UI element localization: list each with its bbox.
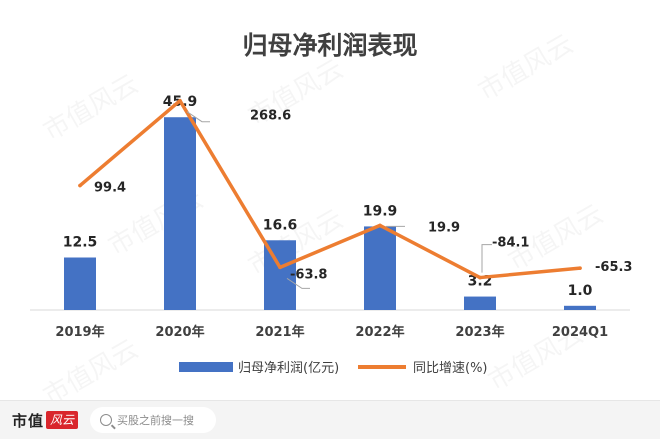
chart-title: 归母净利润表现	[242, 31, 417, 60]
search-placeholder: 买股之前搜一搜	[117, 414, 195, 427]
leader-line	[481, 244, 492, 273]
watermark-text: 市值风云	[38, 69, 143, 147]
x-tick-label: 2021年	[255, 324, 304, 340]
line-label: -63.8	[290, 267, 327, 282]
line-series: 99.4 268.6 -63.8 19.9 -84.1 -65.3	[78, 98, 632, 289]
x-tick-label: 2019年	[55, 324, 104, 340]
line-label: 268.6	[250, 109, 291, 124]
bar-label: 16.6	[263, 217, 298, 233]
line-path	[78, 98, 582, 280]
bar	[464, 296, 496, 310]
legend-swatch-bar	[179, 362, 233, 372]
line-label: 19.9	[428, 220, 460, 235]
line-label: 99.4	[94, 181, 126, 196]
watermark-text: 市值风云	[38, 334, 143, 400]
line-point	[478, 275, 482, 280]
bar	[164, 117, 196, 310]
chart: 市值风云市值风云市值风云市值风云市值风云市值风云市值风云市值风云 归母净利润表现…	[30, 29, 632, 400]
x-tick-label: 2022年	[355, 324, 404, 340]
line-point	[278, 265, 282, 270]
search-icon	[100, 414, 113, 426]
legend-label-line: 同比增速(%)	[413, 361, 488, 376]
bar-label: 1.0	[568, 283, 593, 299]
bar-label: 12.5	[63, 235, 98, 251]
leader-line	[286, 277, 310, 289]
bar	[64, 257, 96, 310]
line-point	[78, 183, 82, 188]
bar-label: 19.9	[363, 203, 398, 219]
search-box[interactable]: 买股之前搜一搜	[90, 407, 217, 433]
watermark: 市值风云市值风云市值风云市值风云市值风云市值风云市值风云市值风云	[38, 29, 608, 400]
footer-bar: 市值 风云 买股之前搜一搜	[0, 400, 660, 439]
bar	[564, 305, 596, 310]
watermark-text: 市值风云	[473, 29, 578, 107]
line-point	[178, 98, 182, 103]
line-label: -65.3	[595, 260, 632, 275]
x-tick-label: 2023年	[455, 324, 504, 340]
leader-line	[186, 111, 210, 123]
line-point	[578, 266, 582, 270]
legend-label-bar: 归母净利润(亿元)	[238, 361, 339, 376]
line-label: -84.1	[492, 236, 529, 251]
brand-logo-text: 市值	[12, 411, 45, 430]
x-tick-label: 2020年	[155, 324, 204, 340]
brand-logo-mark: 风云	[46, 411, 79, 429]
legend: 归母净利润(亿元) 同比增速(%)	[179, 361, 488, 376]
bar-series: 12.545.916.619.93.21.0	[63, 94, 596, 310]
line-point	[378, 223, 382, 228]
x-axis-ticks: 2019年 2020年 2021年 2022年 2023年 2024Q1	[55, 324, 608, 340]
x-tick-label: 2024Q1	[552, 325, 608, 340]
bar	[364, 226, 396, 310]
